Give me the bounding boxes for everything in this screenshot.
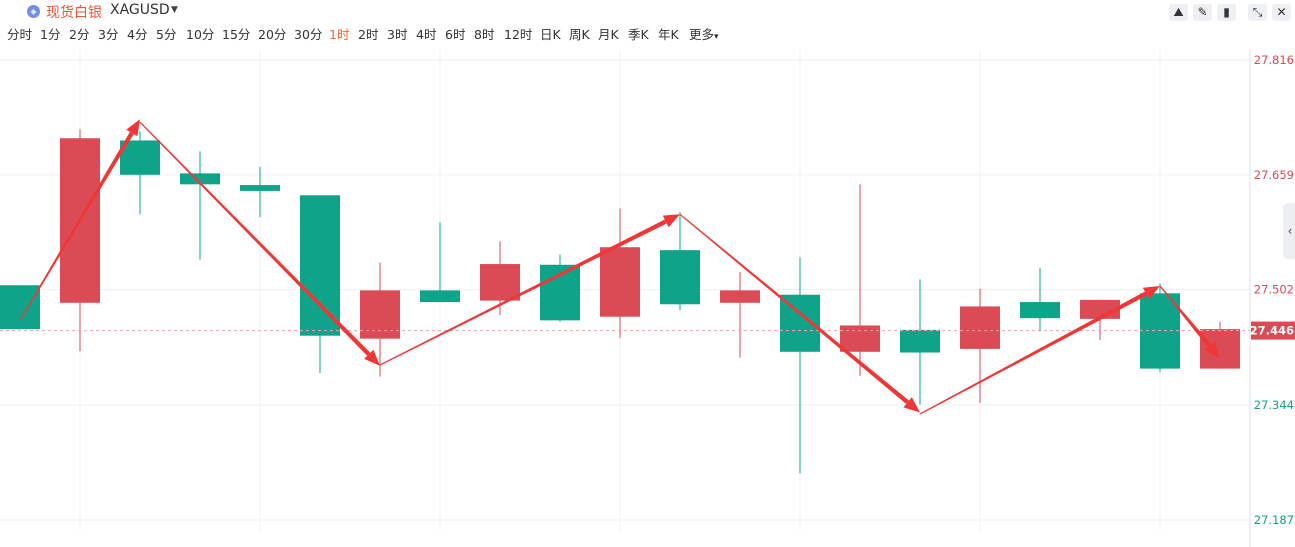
candle-body	[1200, 329, 1240, 369]
candle-body	[240, 185, 280, 191]
candle-body	[1020, 302, 1060, 319]
trend-arrows	[19, 119, 1220, 415]
trend-arrow-head	[662, 214, 680, 228]
draw-pen-tool-icon[interactable]: ✎	[1193, 4, 1212, 21]
symbol-name[interactable]: 现货白银	[46, 5, 102, 21]
interval-bar: 分时 1分 2分 3分 4分 5分 10分 15分 20分 30分 1时 2时 3时 4时 6时 8时 12时日…	[0, 27, 760, 45]
candle-body	[0, 285, 40, 330]
interval-tab[interactable]: 15分	[222, 27, 251, 42]
candle-body	[900, 329, 940, 353]
interval-tab[interactable]: 1时	[329, 27, 350, 42]
caret-down-icon[interactable]: ▼	[171, 5, 178, 15]
last-price-tag	[1251, 321, 1295, 340]
candle-body	[420, 290, 460, 303]
interval-tab[interactable]: 5分	[156, 27, 177, 42]
interval-tab[interactable]: 月K	[598, 27, 619, 42]
trend-arrow-head	[1142, 285, 1160, 300]
interval-tab[interactable]: 4分	[127, 27, 148, 42]
candle-body	[660, 250, 700, 305]
trend-arrow-shaft	[139, 121, 371, 356]
candle-body	[300, 195, 340, 336]
candle-body	[480, 264, 520, 301]
interval-tab[interactable]: 分时	[7, 27, 33, 42]
interval-tab[interactable]: 4时	[416, 27, 437, 42]
price-tick-label: 27.502	[1254, 283, 1294, 297]
last-price-line: 27.446	[0, 321, 1295, 340]
trend-arrow-head	[126, 119, 140, 137]
interval-tab[interactable]: 2时	[358, 27, 379, 42]
caret-down-icon[interactable]: ▾	[714, 32, 719, 42]
symbol-code[interactable]: XAGUSD	[110, 2, 170, 18]
chevron-left-icon[interactable]: ‹	[1283, 203, 1295, 259]
candle-body	[360, 290, 400, 339]
interval-tab[interactable]: 8时	[474, 27, 495, 42]
candlestick-tool-icon[interactable]: ▮	[1217, 4, 1236, 21]
price-axis: 27.816 27.659 27.502 27.344 27.187	[1254, 53, 1294, 527]
interval-tab[interactable]: 12时	[504, 27, 533, 42]
chart-header: ◈ 现货白银 XAGUSD ▼ ⛰ ✎ ▮ ⤡ ✕	[0, 0, 1295, 24]
interval-tab[interactable]: 周K	[569, 27, 590, 42]
candle-body	[600, 247, 640, 317]
candles	[0, 129, 1240, 474]
interval-tab[interactable]: 1分	[40, 27, 61, 42]
candle-body	[840, 325, 880, 352]
candle-body	[120, 140, 160, 175]
trend-arrow-shaft	[1159, 285, 1212, 348]
interval-tab[interactable]: 2分	[69, 27, 90, 42]
trend-arrow-shaft	[379, 219, 667, 366]
candle-body	[180, 173, 220, 185]
close-icon[interactable]: ✕	[1272, 4, 1291, 21]
trend-arrow-shaft	[19, 131, 134, 321]
interval-tab[interactable]: 10分	[186, 27, 215, 42]
line-chart-tool-icon[interactable]: ⛰	[1169, 4, 1188, 21]
price-tick-label: 27.344	[1254, 398, 1294, 412]
interval-tab[interactable]: 3分	[98, 27, 119, 42]
collapse-tool-icon[interactable]: ⤡	[1248, 4, 1267, 21]
price-tick-label: 27.816	[1254, 53, 1294, 67]
interval-tab[interactable]: 6时	[445, 27, 466, 42]
interval-tab[interactable]: 更多▾	[689, 27, 719, 42]
candle-body	[720, 290, 760, 303]
interval-tab[interactable]: 年K	[658, 27, 679, 42]
interval-tab[interactable]: 20分	[258, 27, 287, 42]
interval-tab[interactable]: 30分	[294, 27, 323, 42]
trend-arrow-shaft	[679, 213, 910, 405]
trend-arrow-shaft	[919, 291, 1147, 415]
interval-tab[interactable]: 3时	[387, 27, 408, 42]
last-price-label: 27.446	[1250, 324, 1294, 338]
candle-body	[960, 306, 1000, 349]
price-tick-label: 27.659	[1254, 168, 1294, 182]
trend-arrow-head	[1204, 341, 1220, 359]
trend-arrow-head	[903, 397, 920, 413]
coin-icon: ◈	[27, 5, 40, 18]
interval-tab[interactable]: 日K	[540, 27, 561, 42]
trend-arrow-head	[364, 349, 380, 366]
interval-tab[interactable]: 季K	[628, 27, 649, 42]
candlestick-chart[interactable]: 27.816 27.659 27.502 27.344 27.187 27.446	[0, 48, 1295, 547]
price-tick-label: 27.187	[1254, 513, 1294, 527]
